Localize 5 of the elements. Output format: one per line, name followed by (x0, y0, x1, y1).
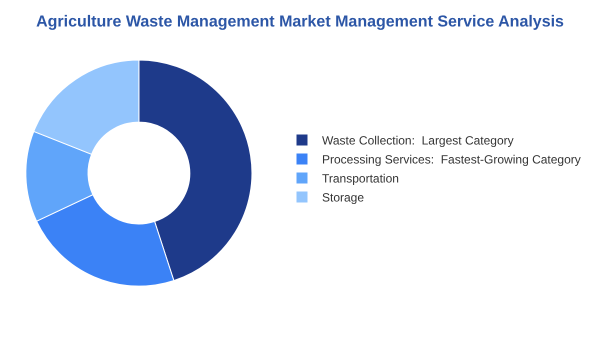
legend-label: Processing Services: Fastest-Growing Category (322, 152, 581, 167)
chart-title: Agriculture Waste Management Market Management Service Analysis (36, 13, 564, 30)
legend-label: Transportation (322, 172, 399, 186)
legend-label: Waste Collection: Largest Category (322, 134, 514, 148)
legend-label: Storage (322, 190, 364, 205)
